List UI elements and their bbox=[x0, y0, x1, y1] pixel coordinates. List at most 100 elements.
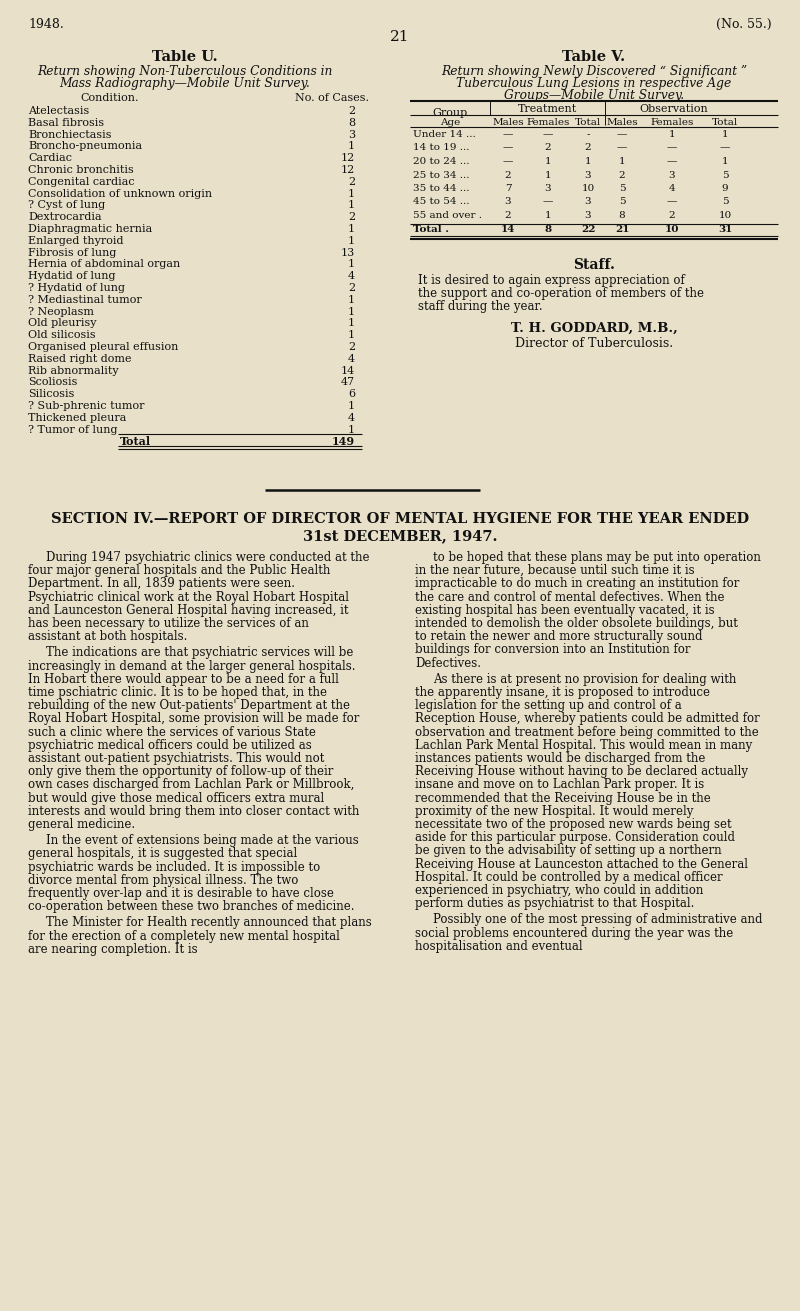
Text: Thickened pleura: Thickened pleura bbox=[28, 413, 126, 423]
Text: 3: 3 bbox=[545, 184, 551, 193]
Text: Table V.: Table V. bbox=[562, 50, 626, 64]
Text: 8: 8 bbox=[348, 118, 355, 127]
Text: 1: 1 bbox=[348, 260, 355, 269]
Text: interests and would bring them into closer contact with: interests and would bring them into clos… bbox=[28, 805, 359, 818]
Text: 1948.: 1948. bbox=[28, 18, 64, 31]
Text: assistant at both hospitals.: assistant at both hospitals. bbox=[28, 631, 187, 644]
Text: 2: 2 bbox=[505, 170, 511, 180]
Text: ? Sub-phrenic tumor: ? Sub-phrenic tumor bbox=[28, 401, 145, 412]
Text: 1: 1 bbox=[585, 157, 591, 166]
Text: The indications are that psychiatric services will be: The indications are that psychiatric ser… bbox=[46, 646, 354, 659]
Text: 2: 2 bbox=[505, 211, 511, 220]
Text: As there is at present no provision for dealing with: As there is at present no provision for … bbox=[433, 673, 736, 686]
Text: general hospitals, it is suggested that special: general hospitals, it is suggested that … bbox=[28, 847, 298, 860]
Text: -: - bbox=[586, 130, 590, 139]
Text: 31st DECEMBER, 1947.: 31st DECEMBER, 1947. bbox=[302, 530, 498, 543]
Text: Possibly one of the most pressing of administrative and: Possibly one of the most pressing of adm… bbox=[433, 914, 762, 927]
Text: proximity of the new Hospital. It would merely: proximity of the new Hospital. It would … bbox=[415, 805, 694, 818]
Text: insane and move on to Lachlan Park proper. It is: insane and move on to Lachlan Park prope… bbox=[415, 779, 704, 792]
Text: frequently over-lap and it is desirable to have close: frequently over-lap and it is desirable … bbox=[28, 888, 334, 899]
Text: Under 14 ...: Under 14 ... bbox=[413, 130, 476, 139]
Text: increasingly in demand at the larger general hospitals.: increasingly in demand at the larger gen… bbox=[28, 659, 355, 673]
Text: In Hobart there would appear to be a need for a full: In Hobart there would appear to be a nee… bbox=[28, 673, 339, 686]
Text: 1: 1 bbox=[348, 425, 355, 435]
Text: 2: 2 bbox=[348, 212, 355, 222]
Text: Rib abnormality: Rib abnormality bbox=[28, 366, 118, 375]
Text: Hospital. It could be controlled by a medical officer: Hospital. It could be controlled by a me… bbox=[415, 871, 722, 884]
Text: 5: 5 bbox=[722, 198, 728, 207]
Text: Table U.: Table U. bbox=[152, 50, 218, 64]
Text: 2: 2 bbox=[348, 106, 355, 115]
Text: Return showing Newly Discovered “ Significant ”: Return showing Newly Discovered “ Signif… bbox=[441, 66, 747, 77]
Text: ? Neoplasm: ? Neoplasm bbox=[28, 307, 94, 316]
Text: It is desired to again express appreciation of: It is desired to again express appreciat… bbox=[418, 274, 685, 287]
Text: 9: 9 bbox=[722, 184, 728, 193]
Text: 1: 1 bbox=[348, 295, 355, 304]
Text: Group: Group bbox=[432, 108, 468, 118]
Text: 149: 149 bbox=[332, 437, 355, 447]
Text: 4: 4 bbox=[348, 271, 355, 281]
Text: time pschiatric clinic. It is to be hoped that, in the: time pschiatric clinic. It is to be hope… bbox=[28, 686, 327, 699]
Text: Raised right dome: Raised right dome bbox=[28, 354, 131, 363]
Text: 2: 2 bbox=[545, 143, 551, 152]
Text: Scoliosis: Scoliosis bbox=[28, 378, 78, 387]
Text: Royal Hobart Hospital, some provision will be made for: Royal Hobart Hospital, some provision wi… bbox=[28, 712, 359, 725]
Text: 10: 10 bbox=[582, 184, 594, 193]
Text: During 1947 psychiatric clinics were conducted at the: During 1947 psychiatric clinics were con… bbox=[46, 551, 370, 564]
Text: 2: 2 bbox=[348, 283, 355, 292]
Text: 22: 22 bbox=[581, 224, 595, 233]
Text: Reception House, whereby patients could be admitted for: Reception House, whereby patients could … bbox=[415, 712, 760, 725]
Text: 2: 2 bbox=[669, 211, 675, 220]
Text: 2: 2 bbox=[585, 143, 591, 152]
Text: 55 and over .: 55 and over . bbox=[413, 211, 482, 220]
Text: four major general hospitals and the Public Health: four major general hospitals and the Pub… bbox=[28, 564, 330, 577]
Text: Tuberculous Lung Lesions in respective Age: Tuberculous Lung Lesions in respective A… bbox=[456, 77, 732, 90]
Text: 1: 1 bbox=[722, 157, 728, 166]
Text: 25 to 34 ...: 25 to 34 ... bbox=[413, 170, 470, 180]
Text: Condition.: Condition. bbox=[81, 93, 139, 104]
Text: 13: 13 bbox=[341, 248, 355, 257]
Text: necessitate two of the proposed new wards being set: necessitate two of the proposed new ward… bbox=[415, 818, 732, 831]
Text: in the near future, because until such time it is: in the near future, because until such t… bbox=[415, 564, 694, 577]
Text: —: — bbox=[617, 130, 627, 139]
Text: Total: Total bbox=[120, 437, 151, 447]
Text: 1: 1 bbox=[348, 330, 355, 340]
Text: 14: 14 bbox=[501, 224, 515, 233]
Text: —: — bbox=[720, 143, 730, 152]
Text: 1: 1 bbox=[348, 189, 355, 198]
Text: buildings for conversion into an Institution for: buildings for conversion into an Institu… bbox=[415, 644, 690, 657]
Text: Males: Males bbox=[492, 118, 524, 127]
Text: Observation: Observation bbox=[639, 104, 708, 114]
Text: 31: 31 bbox=[718, 224, 732, 233]
Text: the care and control of mental defectives. When the: the care and control of mental defective… bbox=[415, 590, 725, 603]
Text: assistant out-patient psychiatrists. This would not: assistant out-patient psychiatrists. Thi… bbox=[28, 753, 324, 766]
Text: the support and co-operation of members of the: the support and co-operation of members … bbox=[418, 287, 704, 300]
Text: the apparently insane, it is proposed to introduce: the apparently insane, it is proposed to… bbox=[415, 686, 710, 699]
Text: Hydatid of lung: Hydatid of lung bbox=[28, 271, 115, 281]
Text: impracticable to do much in creating an institution for: impracticable to do much in creating an … bbox=[415, 577, 739, 590]
Text: are nearing completion. It is: are nearing completion. It is bbox=[28, 943, 198, 956]
Text: Females: Females bbox=[526, 118, 570, 127]
Text: 1: 1 bbox=[348, 142, 355, 151]
Text: be given to the advisability of setting up a northern: be given to the advisability of setting … bbox=[415, 844, 722, 857]
Text: 2: 2 bbox=[348, 342, 355, 351]
Text: —: — bbox=[617, 143, 627, 152]
Text: hospitalisation and eventual: hospitalisation and eventual bbox=[415, 940, 582, 953]
Text: such a clinic where the services of various State: such a clinic where the services of vari… bbox=[28, 725, 316, 738]
Text: Total: Total bbox=[575, 118, 601, 127]
Text: 5: 5 bbox=[722, 170, 728, 180]
Text: Congenital cardiac: Congenital cardiac bbox=[28, 177, 134, 186]
Text: Treatment: Treatment bbox=[518, 104, 578, 114]
Text: Bronchiectasis: Bronchiectasis bbox=[28, 130, 111, 139]
Text: Department. In all, 1839 patients were seen.: Department. In all, 1839 patients were s… bbox=[28, 577, 295, 590]
Text: Defectives.: Defectives. bbox=[415, 657, 481, 670]
Text: only give them the opportunity of follow-up of their: only give them the opportunity of follow… bbox=[28, 766, 334, 779]
Text: 3: 3 bbox=[585, 198, 591, 207]
Text: perform duties as psychiatrist to that Hospital.: perform duties as psychiatrist to that H… bbox=[415, 897, 694, 910]
Text: —: — bbox=[503, 130, 513, 139]
Text: ? Hydatid of lung: ? Hydatid of lung bbox=[28, 283, 125, 292]
Text: 1: 1 bbox=[348, 401, 355, 412]
Text: Old pleurisy: Old pleurisy bbox=[28, 319, 97, 328]
Text: 4: 4 bbox=[348, 354, 355, 363]
Text: co-operation between these two branches of medicine.: co-operation between these two branches … bbox=[28, 901, 354, 914]
